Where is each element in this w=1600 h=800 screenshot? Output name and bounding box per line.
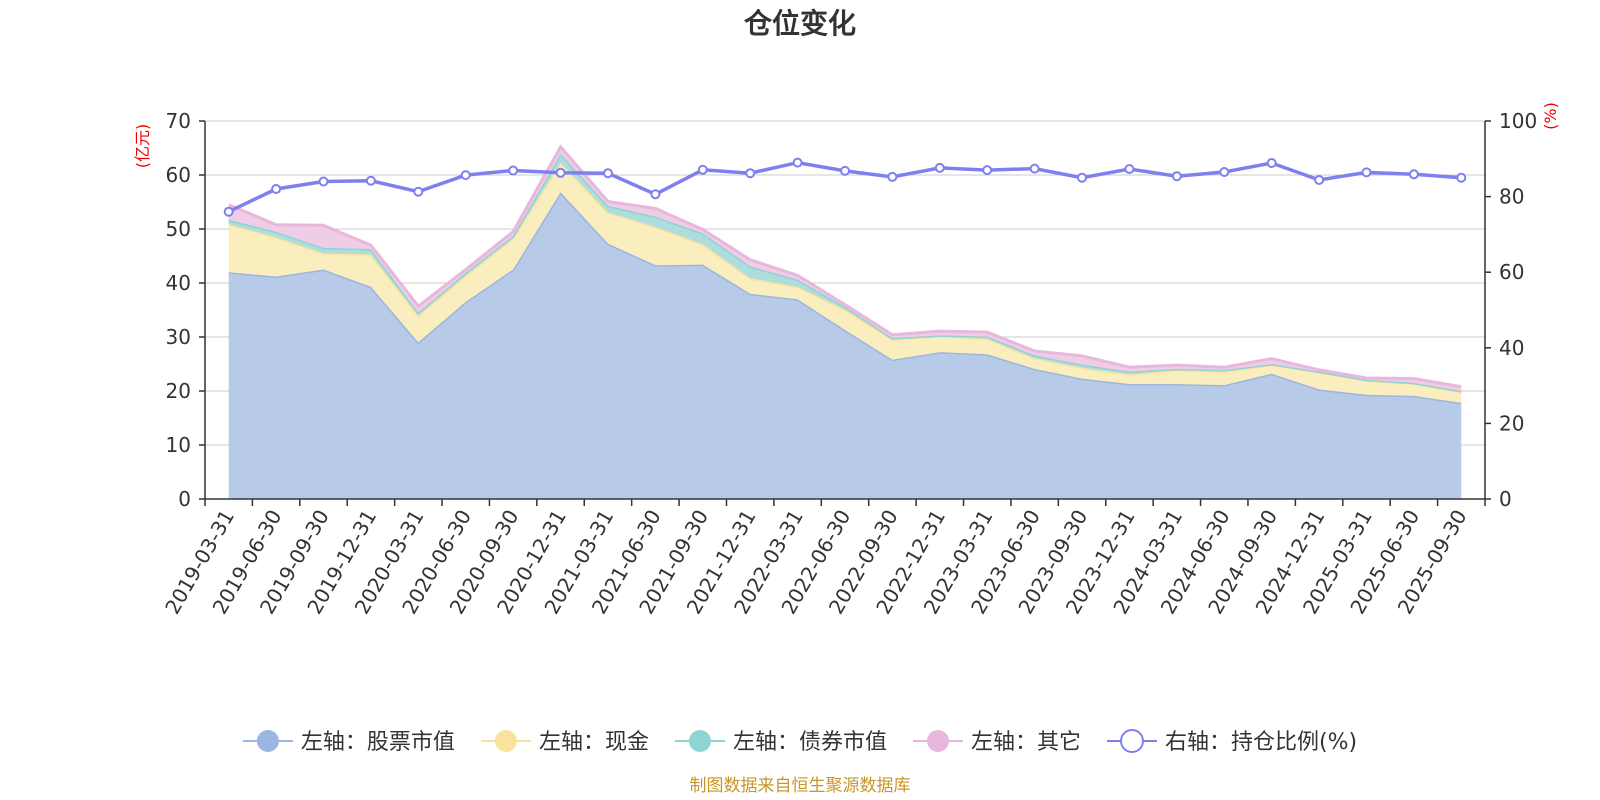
left-tick-label: 30: [166, 325, 191, 349]
holding-ratio-series: [223, 157, 1467, 217]
right-tick-label: 80: [1499, 185, 1524, 209]
left-tick-label: 40: [166, 271, 191, 295]
legend-marker-3: [688, 730, 711, 752]
legend-marker-5: [1119, 729, 1144, 753]
ratio-point: [1266, 158, 1277, 168]
ratio-point: [887, 171, 898, 182]
ratio-point: [1029, 163, 1040, 174]
ratio-point: [745, 168, 756, 179]
ratio-point: [603, 168, 613, 179]
ratio-point: [934, 162, 945, 173]
area-series-1: [228, 192, 1462, 500]
ratio-point: [508, 165, 519, 176]
ratio-point: [365, 175, 376, 186]
left-tick-label: 50: [166, 217, 191, 241]
chart-title: 仓位变化: [744, 7, 856, 40]
ratio-point: [650, 189, 661, 200]
legend-label-1: 左轴：股票市值: [301, 730, 455, 755]
ratio-point: [697, 164, 708, 175]
left-tick-label: 0: [178, 487, 191, 511]
legend-label-2: 左轴：现金: [539, 730, 649, 755]
legend-label-4: 左轴：其它: [971, 730, 1081, 755]
ratio-point: [982, 165, 993, 176]
ratio-point: [223, 206, 234, 217]
legend-label-5: 右轴：持仓比例(%): [1165, 730, 1357, 755]
ratio-point: [1077, 172, 1087, 183]
stacked-areas: [228, 144, 1462, 500]
area-series-2: [228, 162, 1462, 403]
ratio-point: [271, 184, 282, 194]
ratio-point: [460, 170, 471, 181]
ratio-point: [1124, 164, 1135, 174]
ratio-point: [1408, 169, 1419, 180]
ratio-point: [413, 186, 424, 197]
right-axis-unit: (%): [1541, 102, 1560, 130]
right-tick-label: 100: [1499, 109, 1537, 133]
ratio-point: [792, 157, 803, 168]
ratio-point: [1171, 171, 1182, 182]
right-tick-label: 60: [1499, 260, 1524, 284]
left-tick-label: 10: [166, 433, 191, 457]
ratio-point: [1314, 175, 1325, 185]
right-tick-label: 0: [1499, 487, 1512, 511]
left-axis-unit: (亿元): [133, 124, 152, 169]
left-tick-label: 20: [166, 379, 191, 403]
ratio-point: [1219, 167, 1230, 177]
legend-marker-1: [256, 730, 279, 752]
legend-marker-4: [926, 730, 949, 752]
ratio-point: [1456, 172, 1467, 183]
legend-label-3: 左轴：债券市值: [733, 730, 887, 755]
left-tick-label: 70: [166, 109, 191, 133]
right-tick-label: 40: [1499, 336, 1524, 360]
data-source: 制图数据来自恒生聚源数据库: [690, 776, 911, 796]
legend: 左轴：股票市值 左轴：现金 左轴：债券市值 左轴：其它 右轴：持仓比例(%): [242, 729, 1357, 755]
legend-marker-2: [494, 730, 517, 752]
ratio-point: [840, 165, 850, 176]
ratio-point: [1361, 167, 1372, 178]
ratio-point: [318, 176, 329, 187]
right-tick-label: 20: [1499, 411, 1524, 435]
area-line-series-4: [228, 144, 1462, 389]
ratio-point: [555, 167, 566, 178]
left-tick-label: 60: [166, 163, 191, 187]
